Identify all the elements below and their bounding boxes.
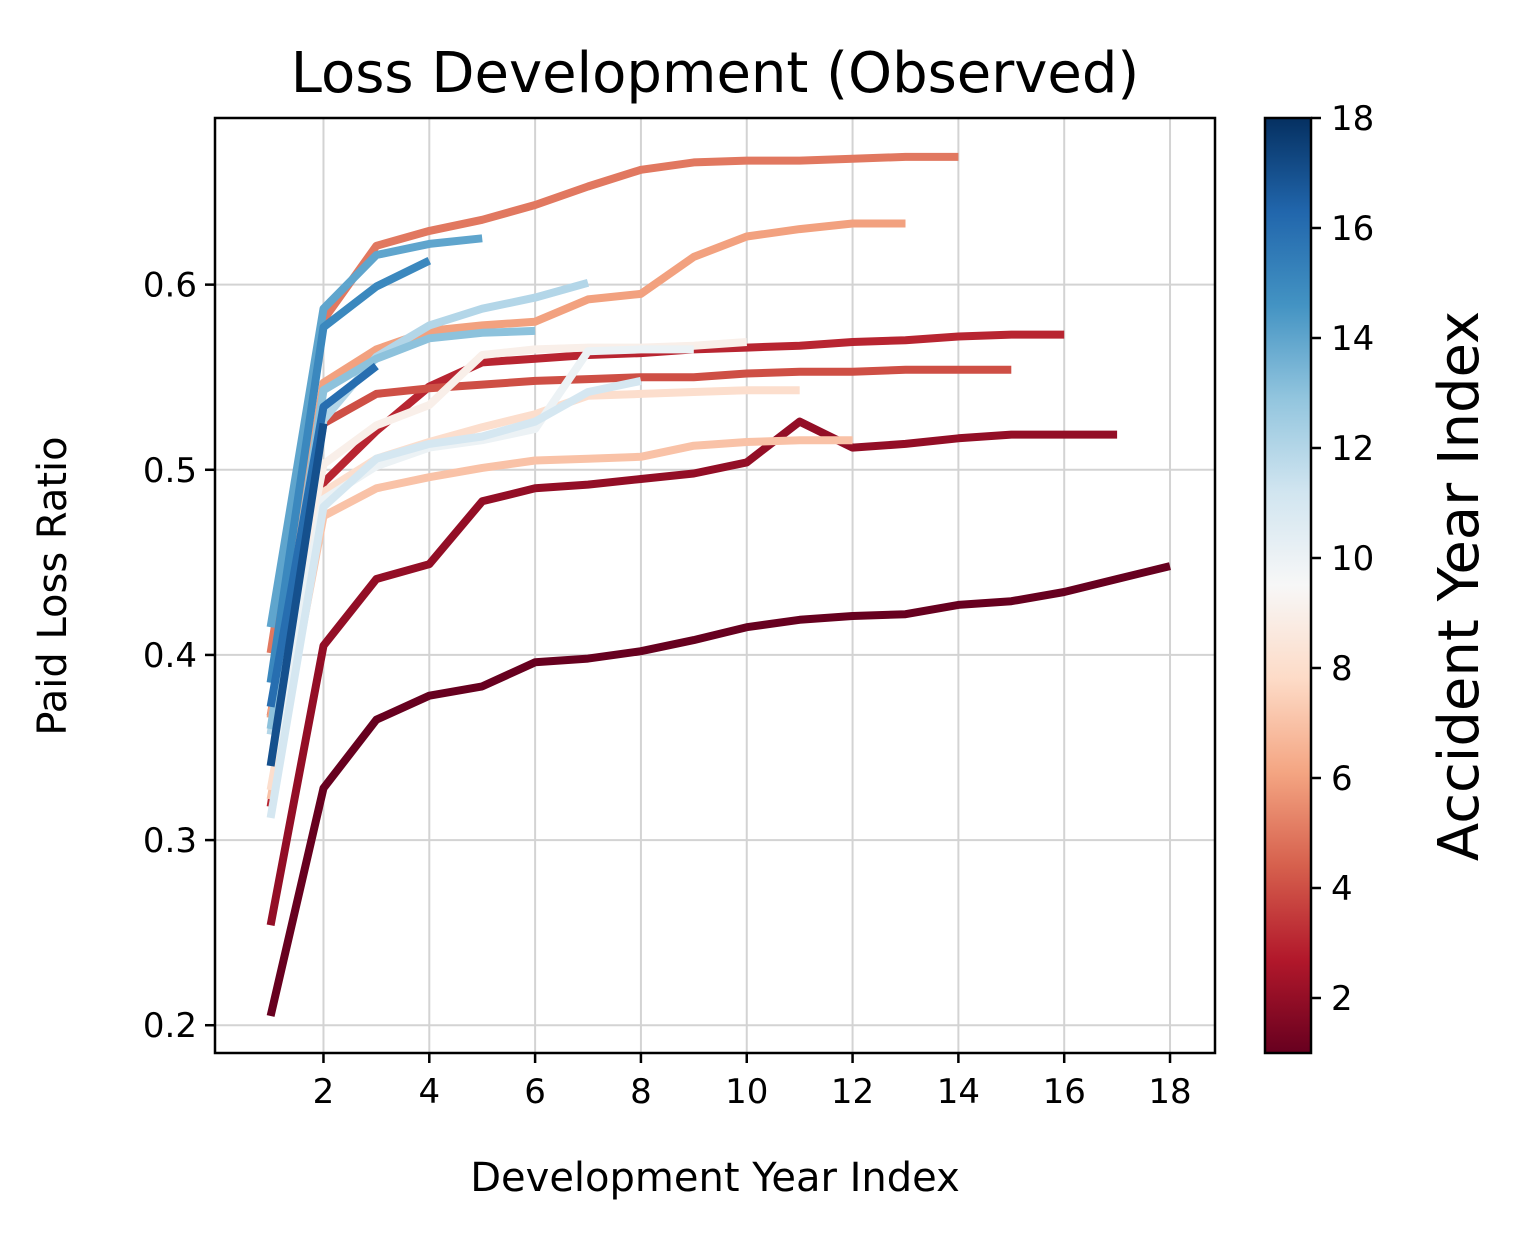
x-tick-label: 6 bbox=[524, 1072, 546, 1112]
colorbar-ticks: 2 4 6 8 10 12 14 16 18 bbox=[1311, 99, 1374, 1019]
colorbar-tick-label: 2 bbox=[1331, 979, 1353, 1019]
x-tick-label: 18 bbox=[1148, 1072, 1191, 1112]
series-line-accident-year-17 bbox=[266, 422, 328, 767]
series-line-accident-year-1 bbox=[266, 562, 1171, 1017]
y-tick-label: 0.5 bbox=[143, 451, 197, 491]
colorbar-tick-label: 18 bbox=[1331, 99, 1374, 139]
series-line-accident-year-16 bbox=[266, 362, 379, 708]
x-tick-label: 14 bbox=[937, 1072, 980, 1112]
y-tick-label: 0.2 bbox=[143, 1006, 197, 1046]
colorbar-label: Accident Year Index bbox=[1427, 311, 1492, 861]
y-tick-label: 0.4 bbox=[143, 636, 197, 676]
colorbar-tick-label: 12 bbox=[1331, 429, 1374, 469]
series-line-accident-year-7 bbox=[266, 436, 853, 801]
x-axis-ticks: 2 4 6 8 10 12 14 16 18 bbox=[313, 1053, 1192, 1112]
x-tick-label: 12 bbox=[831, 1072, 874, 1112]
colorbar-tick-label: 10 bbox=[1331, 539, 1374, 579]
colorbar-tick-label: 6 bbox=[1331, 759, 1353, 799]
series-lines bbox=[266, 152, 1171, 1017]
colorbar bbox=[1265, 118, 1311, 1053]
x-tick-label: 8 bbox=[630, 1072, 652, 1112]
series-line-accident-year-2 bbox=[266, 417, 1118, 926]
series-line-accident-year-11 bbox=[266, 376, 642, 819]
x-tick-label: 4 bbox=[418, 1072, 440, 1112]
y-tick-label: 0.6 bbox=[143, 266, 197, 306]
series-line-accident-year-5 bbox=[266, 152, 959, 654]
chart-title: Loss Development (Observed) bbox=[291, 41, 1140, 106]
grid-lines bbox=[215, 118, 1215, 1053]
x-tick-label: 16 bbox=[1043, 1072, 1086, 1112]
colorbar-frame bbox=[1263, 116, 1313, 1055]
series-line-accident-year-4 bbox=[266, 365, 1012, 717]
x-axis-label: Development Year Index bbox=[470, 1155, 960, 1201]
y-axis-label: Paid Loss Ratio bbox=[30, 436, 76, 735]
colorbar-tick-label: 4 bbox=[1331, 869, 1353, 909]
y-tick-label: 0.3 bbox=[143, 821, 197, 861]
colorbar-tick-label: 14 bbox=[1331, 319, 1374, 359]
colorbar-tick-label: 8 bbox=[1331, 649, 1353, 689]
series-line-accident-year-6 bbox=[266, 219, 906, 719]
y-axis-ticks: 0.2 0.3 0.4 0.5 0.6 bbox=[143, 266, 215, 1046]
colorbar-tick-label: 16 bbox=[1331, 209, 1374, 249]
x-tick-label: 10 bbox=[725, 1072, 768, 1112]
series-line-accident-year-14 bbox=[266, 234, 483, 628]
plot-frame bbox=[213, 116, 1217, 1055]
x-tick-label: 2 bbox=[313, 1072, 335, 1112]
series-line-accident-year-15 bbox=[266, 257, 432, 684]
